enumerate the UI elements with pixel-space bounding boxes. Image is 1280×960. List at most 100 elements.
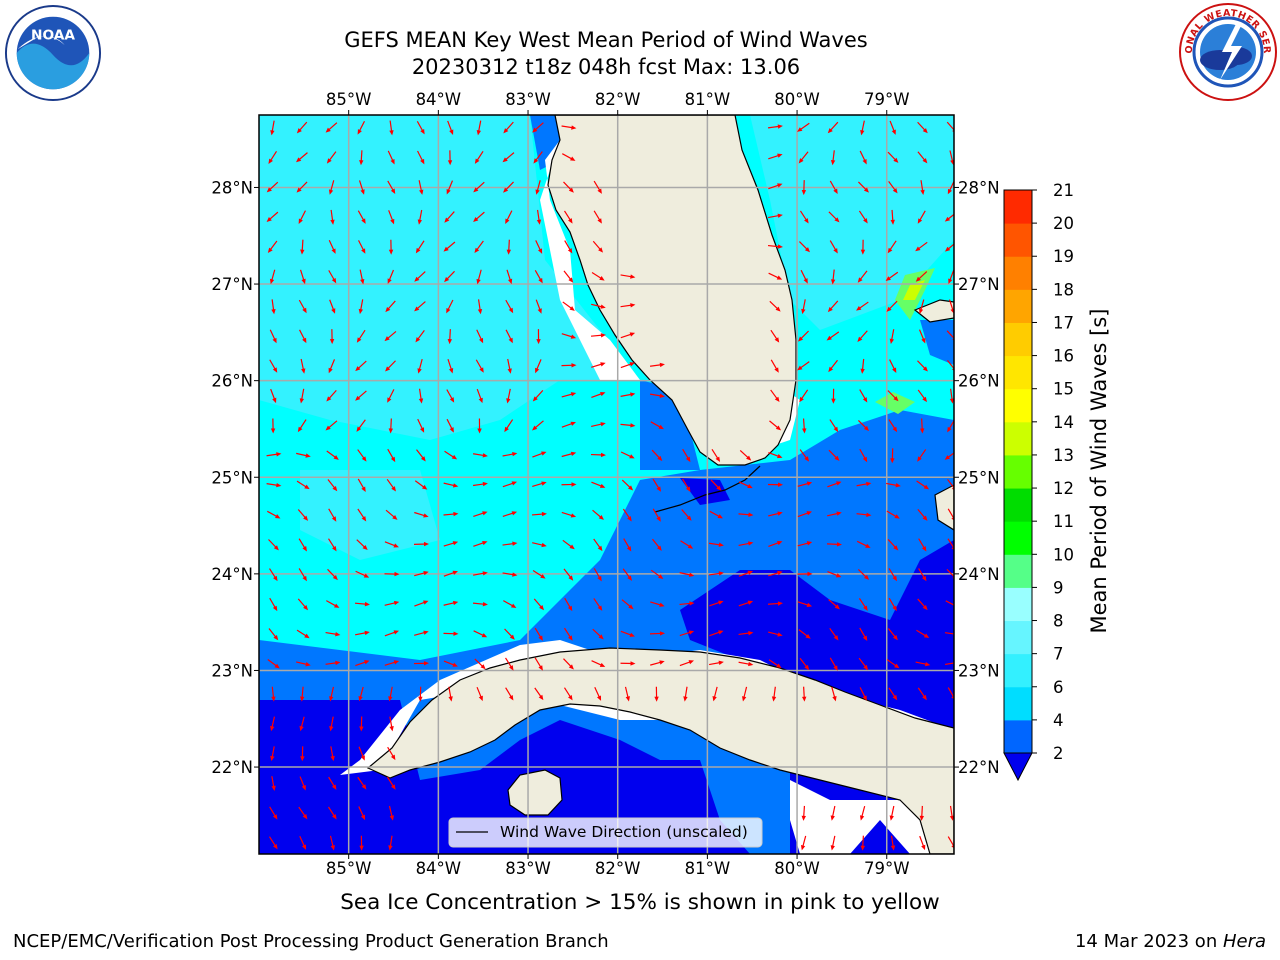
wind-wave-arrow [949, 805, 954, 821]
wind-wave-arrow [269, 359, 278, 373]
wind-wave-arrow [384, 330, 397, 342]
colorbar-under-triangle [1003, 752, 1033, 782]
wind-wave-arrow [472, 601, 488, 607]
wind-wave-arrow [683, 686, 688, 702]
wind-wave-arrow [357, 120, 365, 135]
wind-wave-arrow [708, 571, 724, 576]
wind-wave-arrow [502, 481, 518, 488]
wind-wave-arrow [384, 660, 400, 666]
wind-wave-arrow [415, 240, 425, 254]
colorbar-segment [1004, 719, 1032, 754]
wind-wave-arrow [387, 180, 396, 194]
wind-wave-arrow [506, 239, 512, 255]
wind-wave-arrow [620, 661, 636, 666]
wind-wave-arrow [328, 359, 336, 374]
wind-wave-arrow [857, 419, 870, 432]
wind-wave-arrow [536, 209, 542, 225]
map-area [259, 115, 954, 854]
wind-wave-arrow [505, 299, 514, 314]
wind-wave-arrow [561, 392, 577, 398]
wind-wave-arrow [917, 210, 926, 224]
colorbar-tick-label: 11 [1053, 512, 1074, 531]
wind-wave-arrow [827, 481, 842, 488]
wind-wave-arrow [829, 240, 838, 254]
wave-period-6-7-region [300, 470, 440, 560]
wind-wave-arrow [591, 422, 606, 428]
wind-wave-arrow [768, 511, 783, 517]
wind-wave-arrow [798, 629, 811, 639]
wind-wave-arrow [738, 600, 754, 607]
wind-wave-arrow [444, 450, 458, 460]
wind-wave-arrow [858, 181, 869, 193]
wind-wave-arrow [650, 660, 665, 666]
wind-wave-arrow [472, 481, 488, 487]
wind-wave-arrow [472, 453, 488, 458]
wind-wave-arrow [355, 390, 367, 401]
wind-wave-arrow [446, 389, 455, 403]
colorbar-tick-label: 19 [1053, 247, 1074, 266]
wind-wave-arrow [387, 269, 395, 284]
colorbar-segment [1004, 488, 1032, 522]
lat-tick-label-right: 27°N [958, 275, 1000, 294]
wind-wave-arrow [325, 122, 338, 133]
wind-wave-arrow [356, 419, 366, 432]
wind-wave-arrow [738, 541, 754, 547]
wind-wave-arrow [388, 686, 393, 702]
wind-wave-arrow [329, 835, 335, 851]
wind-wave-arrow [330, 209, 335, 225]
wind-wave-arrow [591, 362, 606, 368]
wind-wave-arrow [593, 598, 603, 611]
wind-wave-arrow [858, 657, 869, 671]
land-florida [547, 115, 797, 466]
wind-wave-arrow [503, 181, 514, 193]
wind-wave-arrow [562, 539, 575, 550]
wind-wave-arrow [709, 600, 724, 607]
colorbar-tick-label: 10 [1053, 545, 1074, 564]
wind-wave-arrow [859, 627, 868, 641]
wind-wave-arrow [561, 125, 577, 130]
wind-wave-arrow [502, 541, 518, 546]
wind-wave-arrow [948, 269, 954, 284]
wind-wave-arrow [944, 452, 954, 460]
wind-wave-arrow [591, 391, 606, 398]
wind-wave-arrow [767, 601, 783, 606]
wind-wave-arrow [325, 631, 341, 637]
wind-wave-arrow [328, 270, 337, 284]
wind-wave-arrow [801, 180, 807, 196]
lon-tick-label-top: 85°W [326, 90, 372, 109]
wind-wave-arrow [563, 658, 574, 670]
wind-wave-arrow [564, 597, 573, 612]
wind-wave-arrow [448, 686, 453, 702]
wind-wave-arrow [620, 362, 636, 369]
wind-wave-arrow [887, 628, 898, 641]
wind-wave-arrow [327, 479, 338, 492]
wind-wave-arrow [358, 806, 366, 821]
wind-wave-arrow [829, 180, 838, 194]
wind-wave-arrow [563, 687, 573, 701]
masked-area [790, 780, 954, 854]
lat-tick-label-right: 22°N [958, 758, 1000, 777]
wind-wave-arrow [800, 835, 807, 851]
wind-wave-arrow [561, 451, 577, 458]
wind-wave-arrow [533, 598, 545, 611]
wind-wave-arrow [564, 240, 573, 254]
wind-wave-arrow [270, 120, 275, 136]
wind-wave-arrow [885, 482, 901, 488]
wind-wave-arrow [271, 686, 276, 702]
colorbar-segment [1004, 421, 1032, 456]
colorbar-segment [1004, 454, 1032, 489]
wind-wave-arrow [623, 538, 632, 552]
lon-tick-label-top: 79°W [864, 90, 910, 109]
wind-wave-arrow [654, 686, 659, 702]
wind-wave-arrow [300, 746, 305, 762]
wind-wave-arrow [387, 448, 396, 463]
wind-wave-arrow [326, 389, 337, 402]
wind-wave-arrow [271, 776, 276, 791]
wind-wave-arrow [888, 568, 898, 582]
wind-wave-arrow [593, 210, 602, 224]
wind-wave-arrow [328, 180, 335, 195]
wind-wave-arrow [593, 538, 603, 552]
colorbar-tick-label: 18 [1053, 280, 1074, 299]
wind-wave-arrow [389, 120, 394, 136]
wind-wave-arrow [859, 389, 868, 403]
